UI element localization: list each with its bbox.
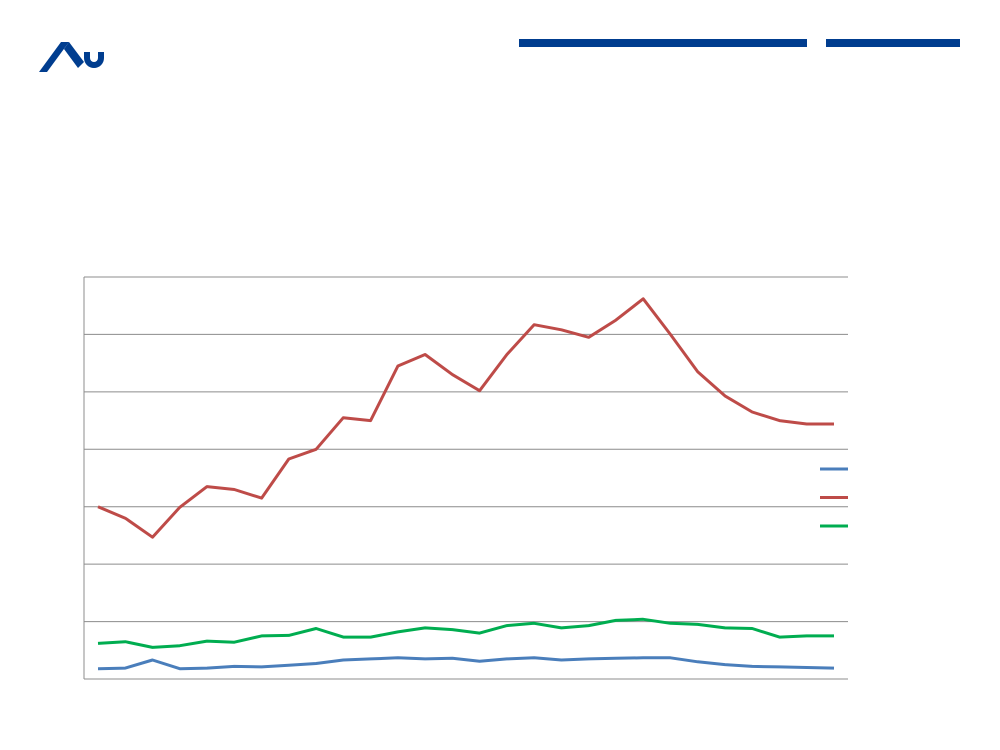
chart-legend <box>820 467 848 528</box>
series-line-1 <box>97 656 835 671</box>
university-logo-icon <box>39 42 104 72</box>
header-accent-bar <box>519 39 807 47</box>
series-line-2 <box>97 297 834 539</box>
series-line-3 <box>97 617 834 649</box>
chart-gridlines <box>84 276 848 623</box>
header-accent-bar-short <box>826 39 960 47</box>
chart-series <box>97 297 835 671</box>
chart-axes <box>83 277 848 680</box>
